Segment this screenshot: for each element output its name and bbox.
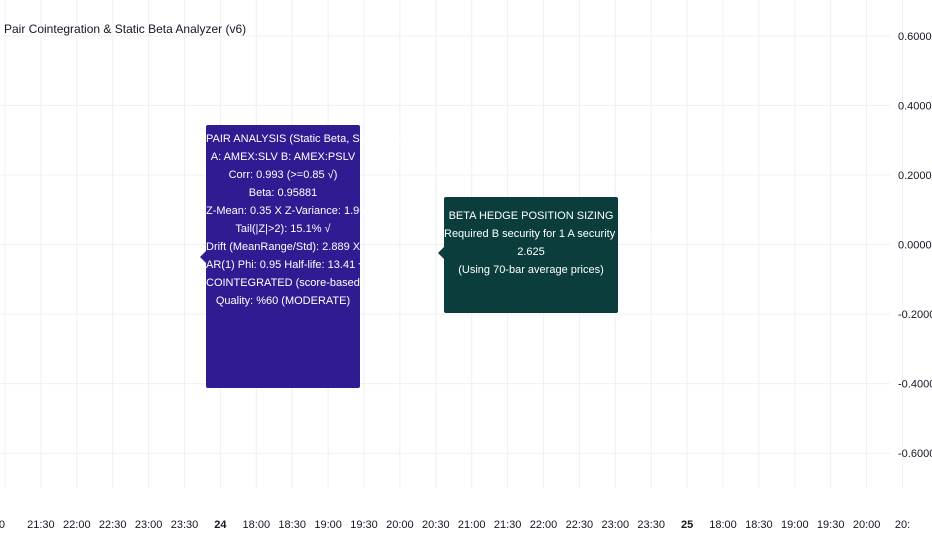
y-tick-label: -0.4000 [898,379,932,391]
hedge-label-line: 2.625 [517,246,545,258]
x-tick-label: 18:30 [745,519,773,531]
analysis-label-line: PAIR ANALYSIS (Static Beta, Score-based) [206,133,419,145]
hedge-label-line: BETA HEDGE POSITION SIZING [448,210,614,222]
hedge-label-line: Required B security for 1 A security (av… [444,228,669,240]
y-tick-label: 0.0000 [898,240,932,252]
x-tick-label: 23:00 [602,519,630,531]
x-tick-label: 22:00 [530,519,558,531]
x-tick-label: 19:30 [350,519,378,531]
analysis-label-pointer [200,251,206,263]
analysis-label-line: A: AMEX:SLV B: AMEX:PSLV [210,151,356,163]
x-tick-label: 19:30 [817,519,845,531]
x-tick-label: 20:00 [853,519,881,531]
x-tick-label: 22:00 [63,519,91,531]
x-tick-label: 23:30 [171,519,199,531]
x-tick-label: 19:00 [781,519,809,531]
x-tick-label: 22:30 [566,519,594,531]
x-tick-label: 21:30 [494,519,522,531]
x-tick-label: 18:00 [709,519,737,531]
analysis-label-line: Tail(|Z|>2): 15.1% √ [235,223,331,235]
x-tick-label: 20:00 [386,519,414,531]
x-tick-label: 24 [214,519,227,531]
x-tick-label: 21:00 [458,519,486,531]
time-axis[interactable]: 00 21:30 22:00 22:30 23:00 23:30 24 18:00 18:30 1… [0,519,910,531]
x-tick-label: 18:30 [278,519,306,531]
y-tick-label: 0.4000 [898,100,932,112]
price-axis[interactable]: 0.6000 0.4000 0.2000 0.0000 -0.2000 -0.4000 -0… [898,31,932,460]
x-tick-label: 23:00 [135,519,163,531]
analysis-label-line: Beta: 0.95881 [248,187,318,199]
hedge-label-line: (Using 70-bar average prices) [458,264,604,276]
x-tick-label: 23:30 [637,519,665,531]
y-tick-label: 0.6000 [898,31,932,43]
x-tick-label: 20: [895,519,910,531]
pair-analysis-label: PAIR ANALYSIS (Static Beta, Score-based)… [206,125,419,388]
x-tick-label: 18:00 [243,519,271,531]
analysis-label-line: AR(1) Phi: 0.95 Half-life: 13.41 √ [206,259,365,271]
x-tick-label: 19:00 [314,519,342,531]
x-tick-label: 00 [0,519,5,531]
x-tick-label: 25 [681,519,693,531]
y-tick-label: 0.2000 [898,170,932,182]
analysis-label-line: Corr: 0.993 (>=0.85 √) [228,169,338,181]
y-tick-label: -0.6000 [898,448,932,460]
hedge-label-pointer [438,247,444,259]
analysis-label-line: Drift (MeanRange/Std): 2.889 X [206,241,361,253]
analysis-label-line: Quality: %60 (MODERATE) [215,295,351,307]
x-tick-label: 22:30 [99,519,127,531]
analysis-label-line: Z-Mean: 0.35 X Z-Variance: 1.967 √ [206,205,381,217]
indicator-title[interactable]: Pair Cointegration & Static Beta Analyze… [4,22,247,36]
analysis-label-line: COINTEGRATED (score-based): NO [206,277,387,289]
x-tick-label: 20:30 [422,519,450,531]
x-tick-label: 21:30 [27,519,55,531]
beta-hedge-label: BETA HEDGE POSITION SIZING Required B sec… [444,197,669,313]
y-tick-label: -0.2000 [898,309,932,321]
